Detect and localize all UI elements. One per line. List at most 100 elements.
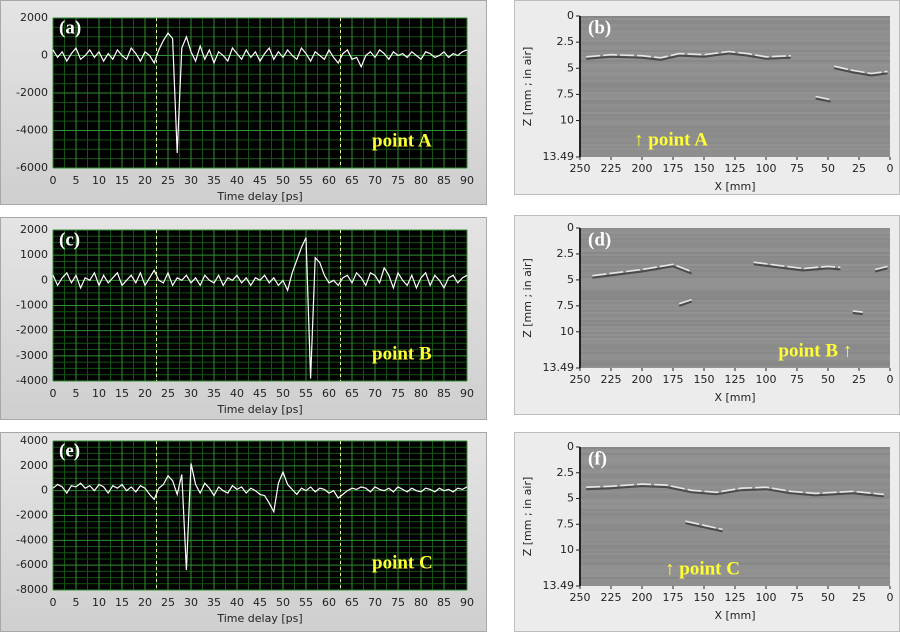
reflection-dark xyxy=(685,522,723,533)
reflection-dark xyxy=(753,263,841,272)
x-tick-label: 30 xyxy=(184,174,198,187)
x-tick-label: 100 xyxy=(756,162,777,175)
y-tick-label: 2000 xyxy=(20,459,48,472)
x-tick-label: 65 xyxy=(345,596,359,609)
reflection-dark xyxy=(678,300,692,307)
y-tick-label: -2000 xyxy=(16,324,48,337)
x-tick-label: 90 xyxy=(460,387,474,400)
y-tick-label: 10 xyxy=(560,325,574,338)
x-tick-label: 225 xyxy=(601,162,622,175)
x-tick-label: 45 xyxy=(253,596,267,609)
x-tick-label: 35 xyxy=(207,387,221,400)
x-axis-label: X [mm] xyxy=(714,391,755,404)
x-tick-label: 65 xyxy=(345,387,359,400)
x-tick-label: 175 xyxy=(663,373,684,386)
x-tick-label: 45 xyxy=(253,174,267,187)
y-tick-label: 2.5 xyxy=(557,466,575,479)
reflection-dark xyxy=(592,265,692,279)
reflection-dark xyxy=(874,267,888,273)
x-tick-label: 20 xyxy=(138,387,152,400)
y-tick-label: 0 xyxy=(41,49,48,62)
x-tick-label: 70 xyxy=(368,596,382,609)
annotation: point C xyxy=(372,552,433,573)
y-tick-label: 7.5 xyxy=(557,517,575,530)
x-tick-label: 75 xyxy=(391,174,405,187)
x-tick-label: 0 xyxy=(887,591,894,604)
y-axis-label: Z [mm ; in air] xyxy=(521,258,534,338)
x-tick-label: 35 xyxy=(207,596,221,609)
panel-label: (d) xyxy=(588,229,611,250)
y-tick-label: 0 xyxy=(567,440,574,453)
reflection-dark xyxy=(815,97,831,103)
x-tick-label: 200 xyxy=(632,162,653,175)
x-tick-label: 50 xyxy=(276,387,290,400)
x-tick-label: 125 xyxy=(725,162,746,175)
y-tick-label: -6000 xyxy=(16,558,48,571)
annotation: ↑ point C xyxy=(665,558,740,579)
x-tick-label: 5 xyxy=(73,174,80,187)
x-tick-label: 175 xyxy=(663,591,684,604)
x-tick-label: 25 xyxy=(161,387,175,400)
y-tick-label: 13.49 xyxy=(543,361,575,374)
x-tick-label: 30 xyxy=(184,387,198,400)
reflection-light xyxy=(874,265,888,271)
y-axis-label: Z [mm ; in air] xyxy=(521,477,534,557)
reflection-light xyxy=(586,50,791,59)
x-tick-label: 250 xyxy=(570,373,591,386)
x-tick-label: 125 xyxy=(725,591,746,604)
y-tick-label: -4000 xyxy=(16,533,48,546)
x-tick-label: 200 xyxy=(632,373,653,386)
x-tick-label: 25 xyxy=(852,162,866,175)
x-tick-label: 85 xyxy=(437,387,451,400)
x-tick-label: 55 xyxy=(299,387,313,400)
x-tick-label: 70 xyxy=(368,387,382,400)
y-tick-label: -4000 xyxy=(16,374,48,387)
y-tick-label: 13.49 xyxy=(543,150,575,163)
x-tick-label: 10 xyxy=(92,596,106,609)
reflection-light xyxy=(852,310,863,313)
x-tick-label: 10 xyxy=(92,174,106,187)
x-tick-label: 0 xyxy=(50,174,57,187)
y-tick-label: 2.5 xyxy=(557,247,575,260)
x-tick-label: 75 xyxy=(790,373,804,386)
x-tick-label: 20 xyxy=(138,596,152,609)
x-tick-label: 0 xyxy=(887,373,894,386)
x-tick-label: 55 xyxy=(299,596,313,609)
x-tick-label: 175 xyxy=(663,162,684,175)
y-tick-label: 4000 xyxy=(20,434,48,447)
panel-label: (c) xyxy=(59,229,80,250)
reflection-dark xyxy=(586,52,791,61)
x-tick-label: 15 xyxy=(115,387,129,400)
annotation: point B xyxy=(372,343,432,364)
x-axis-label: X [mm] xyxy=(714,609,755,622)
y-tick-label: 0 xyxy=(567,9,574,22)
x-tick-label: 50 xyxy=(821,162,835,175)
x-axis-label: X [mm] xyxy=(714,180,755,193)
x-tick-label: 35 xyxy=(207,174,221,187)
x-tick-label: 40 xyxy=(230,387,244,400)
x-tick-label: 5 xyxy=(73,596,80,609)
y-tick-label: -2000 xyxy=(16,509,48,522)
x-tick-label: 85 xyxy=(437,174,451,187)
x-tick-label: 75 xyxy=(391,387,405,400)
x-axis-label: Time delay [ps] xyxy=(216,612,302,625)
panel-label: (e) xyxy=(59,440,80,461)
y-tick-label: 1000 xyxy=(20,248,48,261)
y-tick-label: 2000 xyxy=(20,223,48,236)
x-tick-label: 75 xyxy=(790,162,804,175)
y-axis-label: Z [mm ; in air] xyxy=(521,47,534,127)
y-tick-label: 13.49 xyxy=(543,579,575,592)
x-tick-label: 200 xyxy=(632,591,653,604)
x-axis-label: Time delay [ps] xyxy=(216,403,302,416)
x-tick-label: 60 xyxy=(322,387,336,400)
x-tick-label: 90 xyxy=(460,596,474,609)
x-tick-label: 5 xyxy=(73,387,80,400)
waveform xyxy=(52,31,468,154)
x-tick-label: 60 xyxy=(322,596,336,609)
y-tick-label: 0 xyxy=(41,484,48,497)
y-tick-label: -6000 xyxy=(16,161,48,174)
y-tick-label: -3000 xyxy=(16,349,48,362)
x-tick-label: 20 xyxy=(138,174,152,187)
panel-label: (b) xyxy=(588,17,611,38)
